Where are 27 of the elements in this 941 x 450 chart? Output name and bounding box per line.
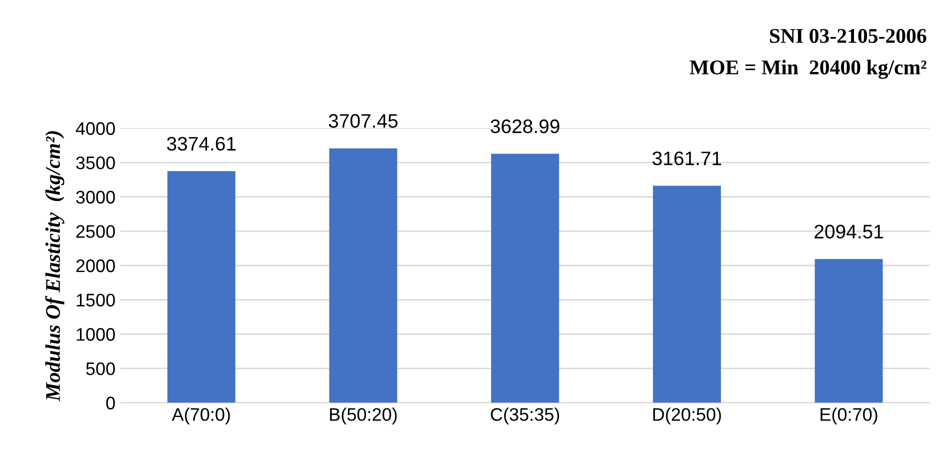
data-label: 3707.45 — [328, 114, 398, 128]
bar — [491, 154, 560, 403]
chart-title: SNI 03-2105-2006 — [770, 28, 926, 43]
y-tick-label: 3000 — [76, 190, 115, 204]
y-tick-label: 4000 — [76, 122, 115, 135]
y-tick-label: 0 — [106, 396, 115, 410]
x-tick-label: E(0:70) — [820, 408, 878, 424]
bar — [329, 148, 398, 403]
y-axis-title: Modulus Of Elasticity (kg/cm²) — [45, 131, 64, 402]
x-tick-label: A(70:0) — [172, 408, 230, 424]
x-tick-label: D(20:50) — [653, 408, 721, 424]
y-tick-label: 1000 — [76, 328, 115, 341]
chart-subtitle: MOE = Min 20400 kg/cm² — [690, 60, 926, 79]
data-label: 3374.61 — [166, 136, 236, 151]
bar — [167, 171, 236, 403]
y-tick-label: 500 — [86, 362, 115, 376]
data-label: 3161.71 — [652, 152, 722, 166]
data-label: 3628.99 — [490, 119, 560, 134]
x-tick-label: B(50:20) — [330, 408, 397, 424]
y-tick-label: 1500 — [76, 294, 115, 307]
y-tick-label: 2500 — [76, 225, 115, 238]
y-tick-label: 2000 — [76, 259, 115, 272]
bar — [814, 259, 883, 403]
data-label: 2094.51 — [814, 224, 883, 239]
y-tick-label: 3500 — [76, 156, 115, 170]
x-tick-label: C(35:35) — [490, 408, 560, 424]
bar — [652, 186, 721, 403]
